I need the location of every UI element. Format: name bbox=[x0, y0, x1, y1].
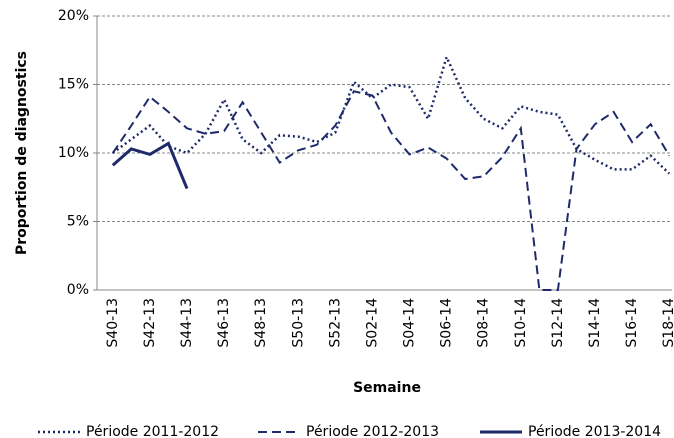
y-tick-label: 0% bbox=[67, 282, 89, 298]
x-tick-label: S16-14 bbox=[624, 298, 640, 348]
x-tick-label: S40-13 bbox=[105, 298, 121, 348]
x-tick-label: S04-14 bbox=[402, 298, 418, 348]
x-axis-label: Semaine bbox=[353, 380, 421, 396]
x-tick-label: S18-14 bbox=[661, 298, 674, 348]
legend-label: Période 2011-2012 bbox=[86, 424, 219, 438]
x-tick-label: S08-14 bbox=[476, 298, 492, 348]
x-tick-label: S14-14 bbox=[587, 298, 603, 348]
y-tick-label: 15% bbox=[58, 77, 89, 93]
series-line bbox=[112, 53, 671, 175]
series-line bbox=[111, 141, 189, 190]
x-tick-label: S42-13 bbox=[142, 298, 158, 348]
legend-label: Période 2012-2013 bbox=[306, 424, 439, 438]
y-axis-label: Proportion de diagnostics bbox=[14, 51, 30, 255]
x-tick-label: S50-13 bbox=[290, 298, 306, 348]
y-tick-label: 10% bbox=[58, 145, 89, 161]
x-tick-label: S02-14 bbox=[364, 298, 380, 348]
x-tick-label: S44-13 bbox=[179, 298, 195, 348]
y-tick-label: 5% bbox=[67, 214, 89, 230]
x-tick-label: S06-14 bbox=[439, 298, 455, 348]
y-tick-label: 20% bbox=[58, 8, 89, 24]
x-tick-label: S10-14 bbox=[513, 298, 529, 348]
x-tick-label: S48-13 bbox=[253, 298, 269, 348]
x-tick-label: S46-13 bbox=[216, 298, 232, 348]
legend-label: Période 2013-2014 bbox=[528, 424, 661, 438]
x-tick-label: S12-14 bbox=[550, 298, 566, 348]
series-line bbox=[111, 90, 671, 291]
x-tick-label: S52-13 bbox=[327, 298, 343, 348]
